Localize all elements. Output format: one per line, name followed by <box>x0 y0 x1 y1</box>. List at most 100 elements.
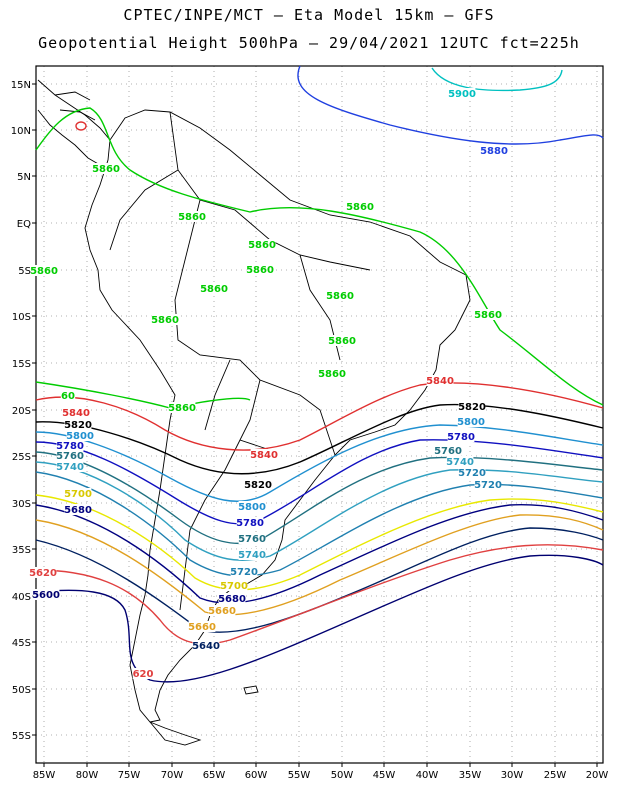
contour-label-bg <box>346 201 374 212</box>
contour-label-bg <box>60 390 76 401</box>
graticule-grid <box>36 66 603 763</box>
contour-label-bg <box>458 401 486 412</box>
contour-label: 5740 <box>238 550 266 561</box>
contour-label: 5860 <box>318 369 346 380</box>
contour-label: 5820 <box>458 402 486 413</box>
lon-label: 30W <box>501 770 524 781</box>
lat-label: 35S <box>12 545 31 556</box>
contour-5800 <box>35 424 604 502</box>
contour-label: 5740 <box>446 457 474 468</box>
contour-label: 5760 <box>434 446 462 457</box>
contour-label: 60 <box>61 391 75 402</box>
contour-label: 5740 <box>56 462 84 473</box>
lat-label: 55S <box>12 731 31 742</box>
lat-label: 15S <box>12 359 31 370</box>
contour-label-bg <box>0 0 11 2</box>
contour-label: 5860 <box>92 164 120 175</box>
contour-label: 5720 <box>230 567 258 578</box>
contour-5720 <box>35 471 604 577</box>
lon-label: 40W <box>416 770 439 781</box>
contour-label: 5860 <box>346 202 374 213</box>
contour-label: 5860 <box>326 291 354 302</box>
contour-label: 5760 <box>238 534 266 545</box>
contour-5680 <box>35 504 604 604</box>
contour-label: 5680 <box>218 594 246 605</box>
contour-label-bg <box>29 567 57 578</box>
contour-label-bg <box>178 211 206 222</box>
lat-label: 10S <box>12 312 31 323</box>
contour-5640 <box>35 527 604 633</box>
lat-label: 25S <box>12 452 31 463</box>
contour-5880 <box>297 65 604 145</box>
contour-label: 5700 <box>220 581 248 592</box>
contour-5660 <box>35 514 604 616</box>
contour-label: 5660 <box>208 606 236 617</box>
contour-label-bg <box>326 290 354 301</box>
contour-label: 5820 <box>244 480 272 491</box>
lon-label: 60W <box>245 770 268 781</box>
contour-label: 5800 <box>457 417 485 428</box>
contour-label: 5840 <box>250 450 278 461</box>
lat-label: 5N <box>17 172 31 183</box>
contour-label-bg <box>66 430 94 441</box>
contour-label-bg <box>448 88 476 99</box>
contour-label-bg <box>244 479 272 490</box>
contour-label: 5860 <box>246 265 274 276</box>
contour-label: 5780 <box>447 432 475 443</box>
contour-labels: 5900 5880 5860 5860 5860 5860 5860 5860 5860 5860… <box>0 0 508 680</box>
contour-label: 5780 <box>56 441 84 452</box>
contour-label-bg <box>64 488 92 499</box>
lon-label: 45W <box>373 770 396 781</box>
lat-label: 15N <box>11 80 31 91</box>
contour-label: 5760 <box>56 451 84 462</box>
map-frame <box>35 65 604 764</box>
contour-label-bg <box>32 589 60 600</box>
contour-label-bg <box>62 407 90 418</box>
lat-label: 10N <box>11 126 31 137</box>
contour-label-bg <box>236 517 264 528</box>
contour-label-bg <box>192 640 220 651</box>
tierra-del-fuego <box>149 721 202 746</box>
lat-label: 30S <box>12 499 31 510</box>
contour-label-bg <box>220 580 248 591</box>
contour-label-bg <box>218 593 246 604</box>
contour-label: 5860 <box>178 212 206 223</box>
contour-label-bg <box>426 375 454 386</box>
contour-5780 <box>35 439 604 525</box>
contour-label-bg <box>474 479 502 490</box>
contour-label-bg <box>246 264 274 275</box>
lat-label: 20S <box>12 406 31 417</box>
contour-label-bg <box>56 450 84 461</box>
contour-label: 5720 <box>458 468 486 479</box>
contour-label: 5860 <box>248 240 276 251</box>
south-america-coastline <box>84 109 471 723</box>
latitude-labels: 15N 10N 5N EQ 5S 10S 15S 20S 25S 30S 35S 40S 45S 50S 5… <box>11 80 36 742</box>
contour-label: 5860 <box>200 284 228 295</box>
falkland-islands <box>243 685 259 695</box>
contour-label: 5700 <box>64 489 92 500</box>
contour-label-bg <box>248 239 276 250</box>
contour-label-bg <box>328 335 356 346</box>
contour-5760 <box>35 451 604 545</box>
contour-5620 <box>35 544 604 645</box>
contour-5900 <box>431 67 563 92</box>
contour-5600 <box>35 554 604 683</box>
central-america-coastline <box>37 79 111 166</box>
lat-label: 50S <box>12 685 31 696</box>
contour-label: 5800 <box>66 431 94 442</box>
contour-closed-red <box>75 121 87 131</box>
contour-label-bg <box>434 445 462 456</box>
lon-label: 25W <box>544 770 567 781</box>
contour-label-bg <box>92 163 120 174</box>
contour-label-bg <box>230 566 258 577</box>
contour-label-bg <box>238 533 266 544</box>
lon-label: 85W <box>33 770 56 781</box>
lon-label: 80W <box>76 770 99 781</box>
longitude-labels: 85W 80W 75W 70W 65W 60W 55W 50W 45W 40W 35W 30W 25W 2… <box>33 763 608 781</box>
lon-label: 65W <box>203 770 226 781</box>
lon-label: 70W <box>161 770 184 781</box>
contour-label: 5660 <box>188 622 216 633</box>
contour-label: 5860 <box>30 266 58 277</box>
contour-label: 5860 <box>151 315 179 326</box>
